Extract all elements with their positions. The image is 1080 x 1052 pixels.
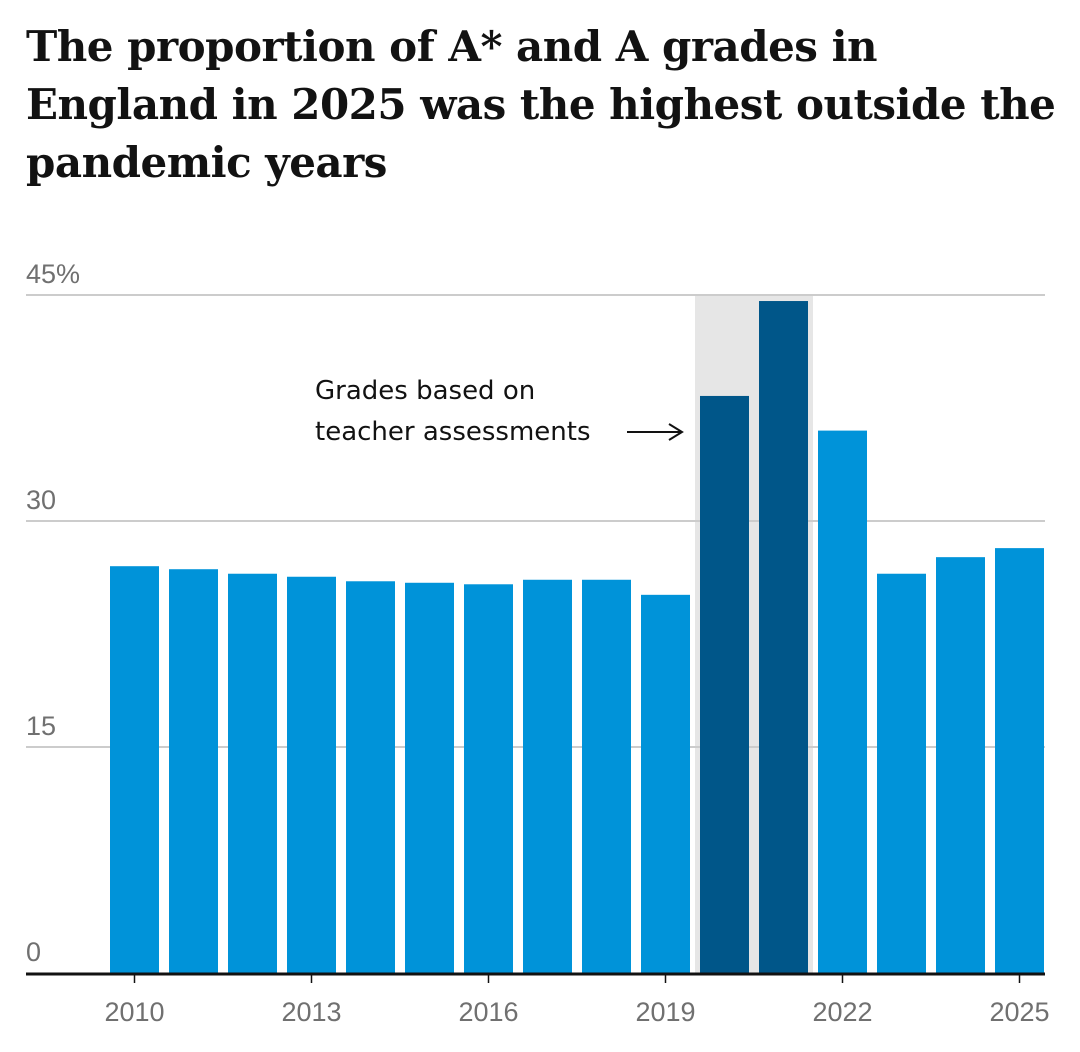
annotation: Grades based on teacher assessments <box>315 376 684 447</box>
annotation-arrow-head <box>668 423 684 441</box>
bar-2013 <box>287 576 336 973</box>
bar-2023 <box>877 573 926 973</box>
bar-2017 <box>523 579 572 973</box>
chart-title: The proportion of A* and A grades in Eng… <box>26 22 1056 187</box>
annotation-line-2: teacher assessments <box>315 417 591 447</box>
x-tick-label-2016: 2016 <box>458 997 518 1027</box>
bars <box>110 301 1044 974</box>
y-tick-label-45: 45% <box>26 259 80 289</box>
bar-2019 <box>641 594 690 973</box>
bar-2025 <box>995 548 1044 973</box>
x-tick-label-2025: 2025 <box>989 997 1049 1027</box>
bar-2024 <box>936 557 985 973</box>
y-tick-label-15: 15 <box>26 711 56 741</box>
y-tick-label-30: 30 <box>26 485 56 515</box>
x-tick-label-2013: 2013 <box>281 997 341 1027</box>
bar-2011 <box>169 569 218 973</box>
annotation-line-1: Grades based on <box>315 376 535 406</box>
x-tick-label-2019: 2019 <box>635 997 695 1027</box>
bar-2010 <box>110 566 159 973</box>
bar-2022 <box>818 430 867 974</box>
x-tick-label-2010: 2010 <box>104 997 164 1027</box>
x-tick-label-2022: 2022 <box>812 997 872 1027</box>
bar-2015 <box>405 582 454 973</box>
bar-2021 <box>759 301 808 973</box>
bar-2018 <box>582 579 631 973</box>
bar-2014 <box>346 581 395 973</box>
bar-2020 <box>700 395 749 973</box>
y-tick-label-0: 0 <box>26 937 41 967</box>
bar-2012 <box>228 573 277 973</box>
x-axis: 2010 2013 2016 2019 2022 2025 <box>26 972 1050 1027</box>
bar-2016 <box>464 584 513 973</box>
